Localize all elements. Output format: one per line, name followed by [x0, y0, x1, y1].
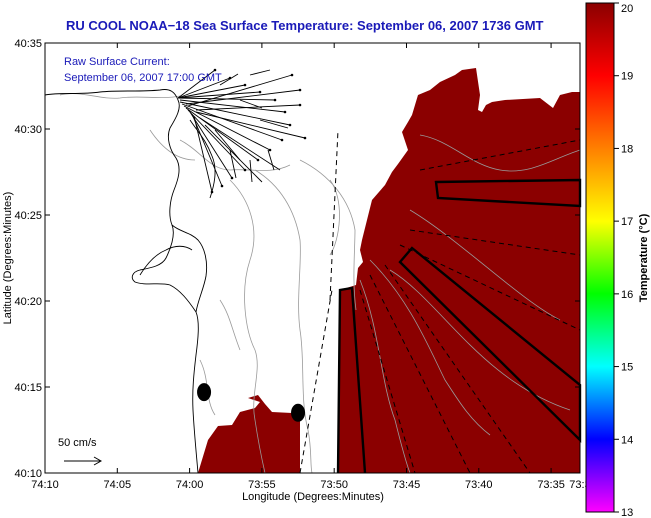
x-tick-label: 74:10 — [31, 479, 59, 491]
marker-layer — [197, 383, 306, 422]
x-tick-label: 74:05 — [104, 479, 132, 491]
colorbar-tick-label: 20 — [621, 3, 633, 15]
surface-current-vectors — [177, 69, 306, 193]
plot-area: Raw Surface Current: September 06, 2007 … — [44, 42, 582, 474]
colorbar-tick-label: 14 — [621, 434, 633, 446]
colorbar-tick-label: 19 — [621, 71, 633, 83]
annotation-line-2: September 06, 2007 17:00 GMT — [64, 72, 222, 84]
y-tick-label: 40:25 — [14, 210, 42, 222]
y-tick-label: 40:15 — [14, 382, 42, 394]
x-tick-label: 73:50 — [320, 479, 348, 491]
y-axis-label: Latitude (Degrees:Minutes) — [2, 192, 14, 325]
scale-label: 50 cm/s — [58, 437, 97, 449]
y-tick-label: 40:20 — [14, 296, 42, 308]
x-axis-label: Longitude (Degrees:Minutes) — [242, 491, 384, 503]
current-arrowheads — [210, 68, 307, 194]
chart-title: RU COOL NOAA−18 Sea Surface Temperature:… — [66, 18, 544, 33]
x-tick-label: 73:45 — [393, 479, 421, 491]
colorbar-ticks: 13 14 15 16 17 18 19 20 — [614, 2, 633, 518]
colorbar-tick-label: 15 — [621, 362, 633, 374]
dashed-lines — [299, 129, 581, 474]
sst-warm-region — [198, 68, 580, 473]
colorbar-tick-label: 13 — [621, 507, 633, 518]
y-tick-label: 40:10 — [14, 468, 42, 480]
x-tick-label: 73:3 — [569, 479, 590, 491]
colorbar-tick-label: 16 — [621, 289, 633, 301]
x-tick-label: 73:55 — [248, 479, 276, 491]
station-marker — [291, 403, 306, 422]
x-tick-label: 74:00 — [176, 479, 204, 491]
colorbar-label: Temperature (°C) — [638, 213, 650, 302]
x-tick-label: 73:35 — [537, 479, 565, 491]
colorbar-tick-label: 17 — [621, 216, 633, 228]
plot-frame — [44, 42, 581, 474]
colorbar: 13 14 15 16 17 18 19 20 Temperature (°C) — [585, 2, 650, 518]
colorbar-gradient — [585, 2, 615, 513]
annotation-line-1: Raw Surface Current: — [64, 56, 170, 68]
colorbar-tick-label: 18 — [621, 143, 633, 155]
x-tick-label: 73:40 — [465, 479, 493, 491]
scale-arrow-head — [93, 456, 103, 466]
y-tick-label: 40:35 — [14, 38, 42, 50]
y-tick-label: 40:30 — [14, 124, 42, 136]
x-axis: 74:10 74:05 74:00 73:55 73:50 73:45 73:40 73:35… — [31, 43, 591, 491]
bathymetry-contours — [59, 93, 581, 474]
station-marker — [197, 383, 212, 402]
y-axis: 40:10 40:15 40:20 40:25 40:30 40:35 — [14, 38, 580, 480]
